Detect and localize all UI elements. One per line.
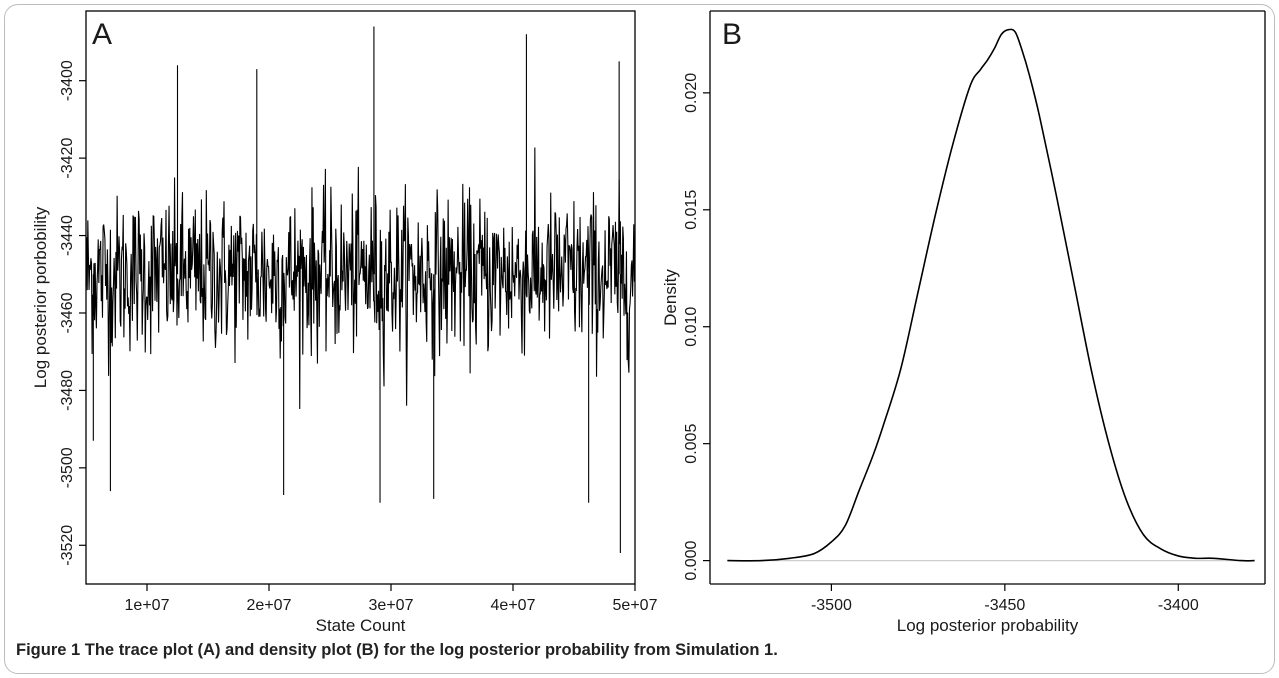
density-axes: [709, 10, 1266, 585]
trace-x-tick-label: 2e+07: [247, 597, 292, 614]
density-y-tick-label: 0.005: [683, 424, 700, 464]
trace-y-tick-label: -3500: [59, 447, 76, 488]
trace-y-tick-label: -3440: [59, 215, 76, 256]
trace-y-tick-label: -3480: [59, 370, 76, 411]
density-curve: [727, 28, 1255, 562]
trace-y-tick-label: -3460: [59, 292, 76, 333]
trace-y-axis-title: Log posterior porbobility: [31, 206, 50, 388]
density-x-axis: -3500 -3450 -3400: [811, 584, 1199, 614]
trace-y-tick-label: -3420: [59, 138, 76, 179]
trace-x-axis-title: State Count: [316, 616, 406, 635]
panel-label-b: B: [722, 18, 742, 51]
trace-plot-panel: 1e+07 2e+07 3e+07 4e+07 5e+07 -3400 -3420 -344…: [31, 10, 658, 635]
density-y-tick-label: 0.015: [683, 190, 700, 230]
figure-caption-text: The trace plot (A) and density plot (B) …: [80, 641, 778, 659]
density-y-axis: 0.000 0.005 0.010 0.015 0.020: [683, 73, 710, 581]
density-y-axis-title: Density: [661, 269, 680, 326]
trace-plot-box: [85, 10, 636, 585]
density-x-axis-title: Log posterior probability: [897, 616, 1079, 635]
trace-series: [85, 26, 636, 554]
density-x-tick-label: -3400: [1158, 597, 1199, 614]
panel-label-a: A: [92, 18, 112, 51]
trace-y-axis: -3400 -3420 -3440 -3460 -3480 -3500 -3520: [59, 60, 86, 566]
figure-caption: Figure 1 The trace plot (A) and density …: [16, 641, 778, 660]
trace-x-tick-label: 1e+07: [125, 597, 170, 614]
density-x-tick-label: -3450: [984, 597, 1025, 614]
density-y-tick-label: 0.000: [683, 540, 700, 580]
trace-y-tick-label: -3400: [59, 60, 76, 101]
trace-x-tick-label: 3e+07: [369, 597, 414, 614]
trace-x-tick-label: 4e+07: [491, 597, 536, 614]
density-y-tick-label: 0.010: [683, 307, 700, 347]
density-x-tick-label: -3500: [811, 597, 852, 614]
density-y-tick-label: 0.020: [683, 73, 700, 113]
trace-line: [85, 147, 636, 410]
density-plot-panel: -3500 -3450 -3400 0.000 0.005 0.010 0.015 0.02…: [661, 10, 1266, 635]
trace-x-tick-label: 5e+07: [613, 597, 658, 614]
figure-caption-label: Figure 1: [16, 641, 81, 659]
trace-y-tick-label: -3520: [59, 525, 76, 566]
trace-x-axis: 1e+07 2e+07 3e+07 4e+07 5e+07: [125, 584, 658, 614]
